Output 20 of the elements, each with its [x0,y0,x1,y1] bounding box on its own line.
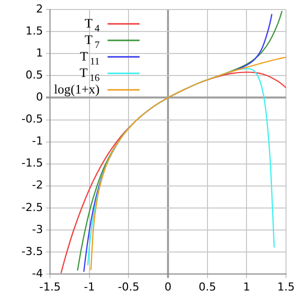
y-tick-label: -3 [32,222,43,236]
y-tick-label: -1 [32,134,43,148]
x-tick-label: 1 [243,280,250,294]
y-tick-label: 1 [36,46,43,60]
x-tick-label: 0 [164,280,172,294]
y-tick-label: 0.5 [26,68,43,82]
x-tick-label: -0.5 [118,280,140,294]
y-tick-label: -3.5 [22,244,43,258]
y-tick-label: -2.5 [22,200,43,214]
legend-label: log(1+x) [54,81,100,96]
x-tick-label: 1.5 [277,280,295,294]
y-tick-label: 2 [36,2,43,16]
y-tick-label: -4 [32,266,43,280]
y-tick-label: -1.5 [22,156,43,170]
y-tick-label: -2 [32,178,43,192]
x-tick-label: -1 [84,280,95,294]
y-tick-label: 1.5 [26,24,43,38]
y-tick-label: -0.5 [22,112,43,126]
y-tick-label: 0 [36,90,43,104]
x-tick-label: 0.5 [198,280,216,294]
